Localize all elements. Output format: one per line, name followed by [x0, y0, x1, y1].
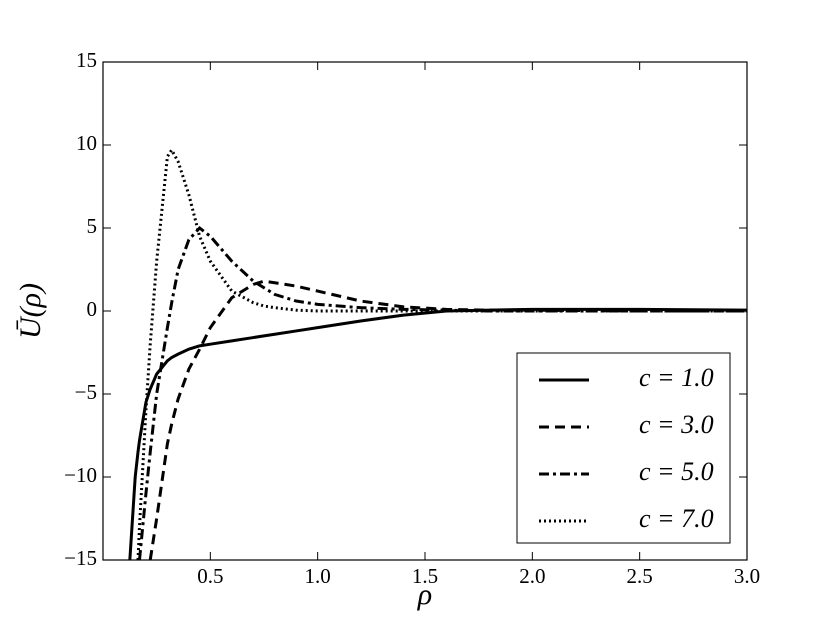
x-tick-label: 1.0 — [305, 564, 331, 588]
legend-label: c = 7.0 — [639, 504, 714, 533]
x-axis-label: ρ — [417, 578, 432, 611]
y-tick-label: 10 — [76, 131, 97, 155]
y-tick-label: 0 — [87, 297, 98, 321]
y-tick-label: −15 — [64, 546, 97, 570]
ticks: 0.5 1.0 1.5 2.0 2.5 3.0 −15 −10 −5 0 5 10 15 — [64, 48, 760, 588]
legend-label: c = 3.0 — [639, 410, 714, 439]
series-line — [137, 225, 747, 560]
x-tick-label: 0.5 — [197, 564, 223, 588]
x-tick-label: 2.5 — [627, 564, 653, 588]
x-tick-label: 1.5 — [412, 564, 438, 588]
x-tick-label: 2.0 — [519, 564, 545, 588]
y-tick-label: −10 — [64, 463, 97, 487]
y-tick-label: −5 — [75, 380, 97, 404]
x-tick-label: 3.0 — [734, 564, 760, 588]
y-axis-label: Ū(ρ) — [14, 283, 47, 339]
series-line — [136, 147, 747, 560]
plot-area — [128, 147, 747, 560]
y-tick-label: 15 — [76, 48, 97, 72]
legend-label: c = 5.0 — [639, 457, 714, 486]
series-line — [148, 279, 747, 560]
legend: c = 1.0 c = 3.0 c = 5.0 c = 7.0 — [516, 352, 731, 544]
legend-label: c = 1.0 — [639, 363, 714, 392]
legend-box — [516, 352, 731, 544]
y-tick-label: 5 — [87, 214, 98, 238]
